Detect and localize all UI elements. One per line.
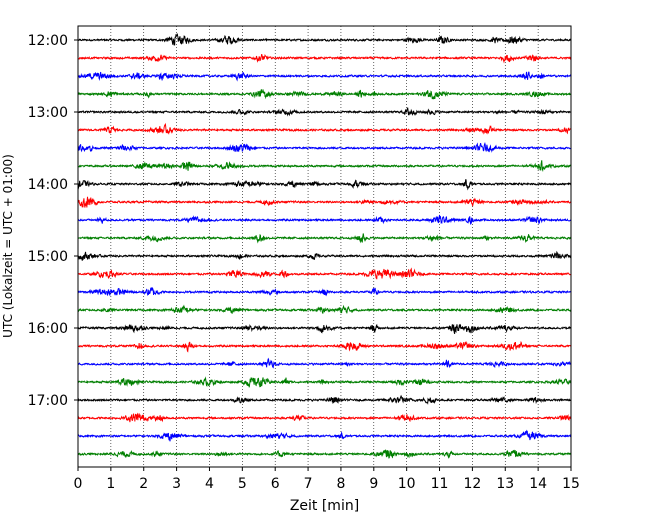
y-axis-title: UTC (Lokalzeit = UTC + 01:00) [1,154,15,338]
trace-row [77,179,572,191]
x-tick-label: 6 [271,476,280,492]
trace-row [77,53,572,64]
trace-row [77,89,572,100]
trace-group [77,33,572,459]
trace-row [77,71,572,82]
trace-row [77,412,572,423]
y-tick-label: 17:00 [28,393,68,409]
trace-row [77,107,572,117]
trace-row [77,304,572,314]
plot-frame [77,25,572,468]
x-tick-label: 9 [369,476,378,492]
trace-row [77,376,572,388]
trace-row [77,33,572,46]
trace-row [77,394,572,405]
x-tick-label: 15 [562,476,580,492]
trace-row [77,340,572,353]
x-tick-label: 14 [529,476,547,492]
x-tick-label: 8 [336,476,345,492]
y-axis: 12:00 13:00 14:00 15:00 16:00 17:00 [28,33,78,409]
x-tick-label: 7 [304,476,313,492]
trace-row [77,196,572,208]
trace-row [77,214,572,226]
x-tick-label: 13 [496,476,514,492]
x-tick-label: 4 [205,476,214,492]
trace-row [77,357,572,369]
x-axis-title: Zeit [min] [290,498,359,514]
trace-row [77,250,572,261]
trace-row [77,286,572,297]
y-tick-label: 15:00 [28,249,68,265]
trace-row [77,233,572,244]
x-tick-label: 12 [463,476,481,492]
x-tick-label: 5 [238,476,247,492]
trace-row [77,160,572,172]
plot-area [78,26,571,467]
trace-row [77,267,572,280]
x-tick-label: 11 [431,476,449,492]
trace-row [77,122,572,135]
y-tick-label: 14:00 [28,177,68,193]
trace-row [77,429,572,442]
trace-row [77,323,572,335]
x-tick-label: 10 [398,476,416,492]
x-tick-label: 1 [106,476,115,492]
x-tick-label: 3 [172,476,181,492]
x-axis: 0 1 2 3 4 5 6 7 8 9 10 11 12 13 14 15 [74,467,580,492]
y-tick-label: 12:00 [28,33,68,49]
x-tick-label: 0 [74,476,83,492]
trace-row [77,449,572,459]
y-tick-label: 13:00 [28,105,68,121]
x-tick-label: 2 [139,476,148,492]
y-tick-label: 16:00 [28,321,68,337]
trace-row [77,141,572,153]
